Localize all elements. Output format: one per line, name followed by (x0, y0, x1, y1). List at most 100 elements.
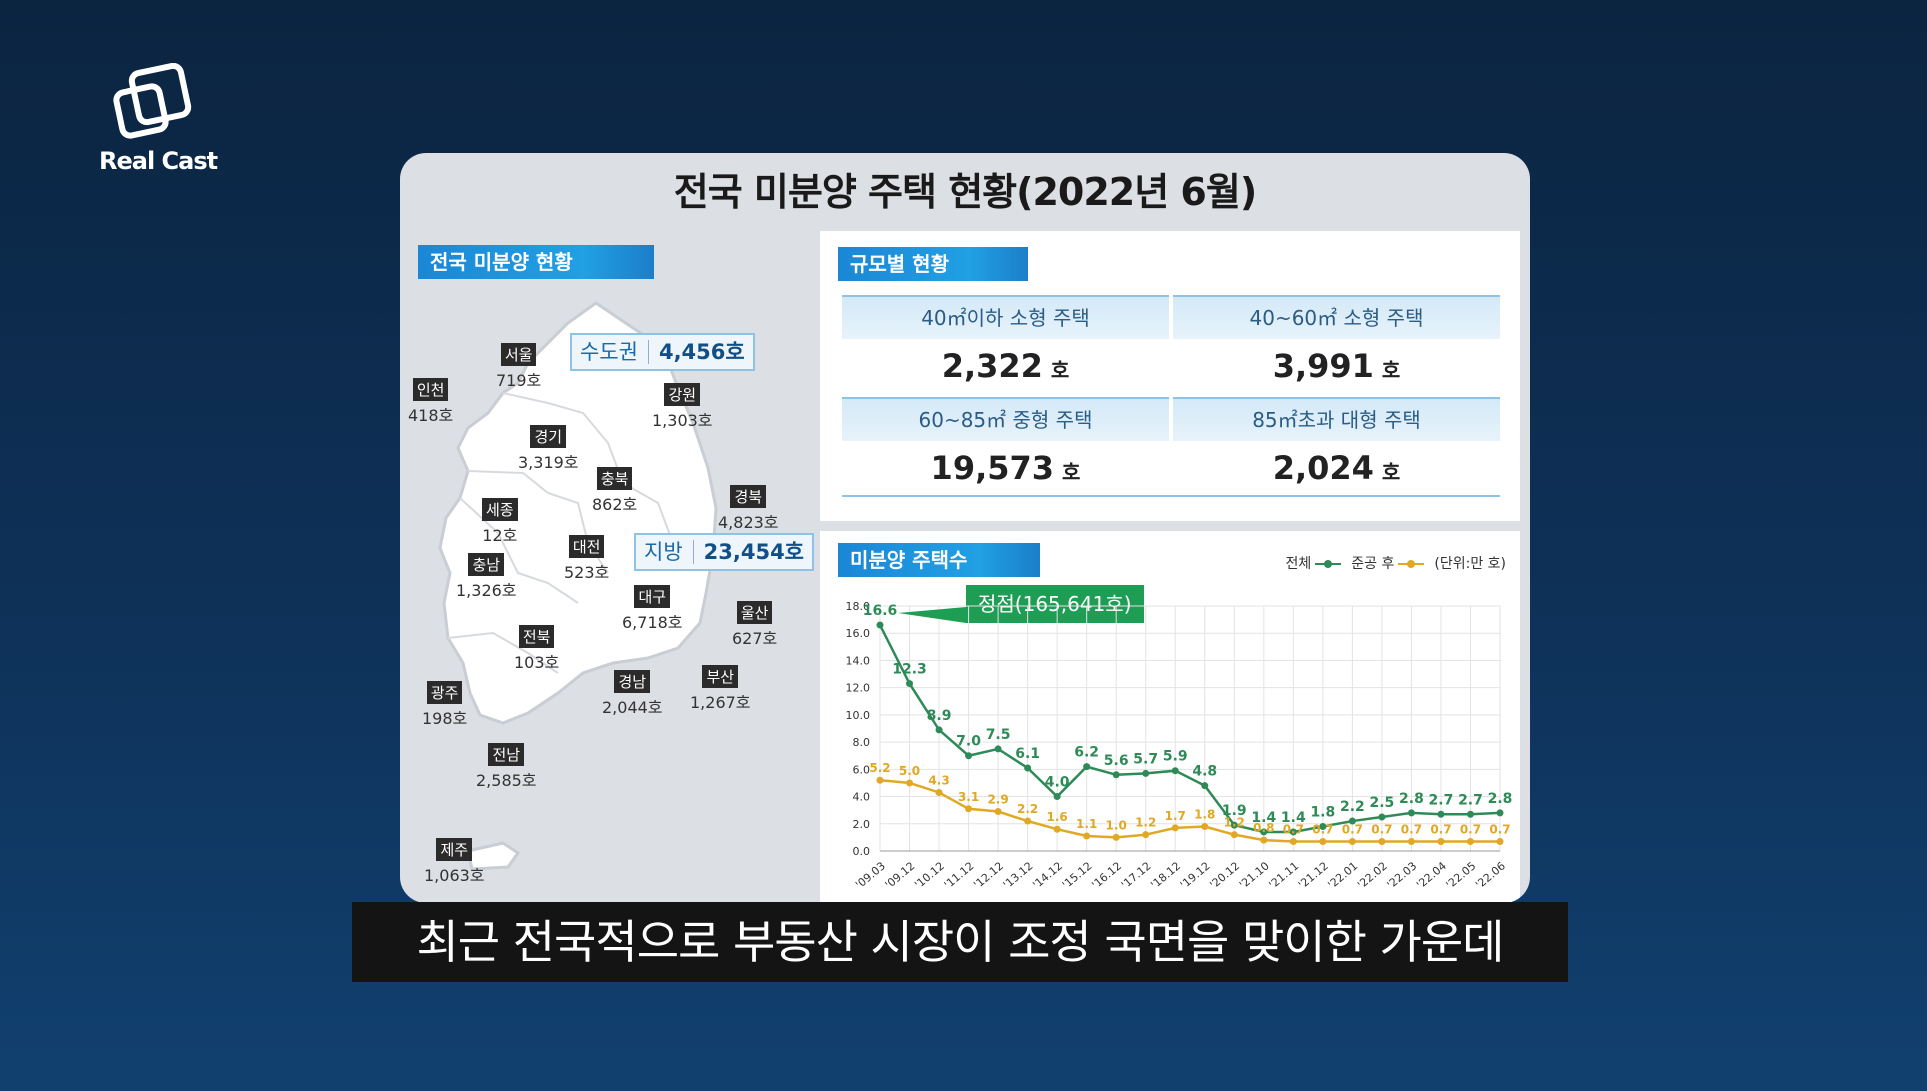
region-value: 198호 (422, 709, 468, 728)
x-tick-label: '21.12 (1296, 859, 1331, 891)
y-tick-label: 2.0 (853, 818, 871, 831)
data-label: 4.0 (1045, 775, 1070, 791)
region-name: 전남 (488, 743, 525, 766)
data-point (1083, 763, 1091, 771)
data-point (1496, 809, 1504, 817)
legend-total-label: 전체 (1285, 556, 1312, 572)
region-name: 인천 (412, 378, 449, 401)
data-point (1319, 837, 1327, 845)
region-busan: 부산 1,267호 (690, 665, 751, 713)
data-label: 1.4 (1251, 810, 1276, 826)
data-label: 1.2 (1224, 816, 1245, 830)
data-label: 2.5 (1369, 795, 1394, 811)
data-point (1407, 809, 1415, 817)
region-value: 1,303호 (652, 411, 713, 430)
data-point (1053, 825, 1061, 833)
data-point (1112, 771, 1120, 779)
local-area-label: 지방 (644, 540, 683, 564)
x-tick-label: '21.11 (1266, 859, 1301, 891)
region-gyeongbuk: 경북 4,823호 (718, 485, 779, 533)
y-tick-label: 18.0 (846, 600, 871, 613)
region-value: 862호 (592, 495, 638, 514)
housing-status-panel: 전국 미분양 주택 현황(2022년 6월) 전국 미분양 현황 수도권 4,45… (400, 153, 1530, 903)
x-tick-label: '21.10 (1237, 859, 1272, 891)
region-jeonnam: 전남 2,585호 (476, 743, 537, 791)
region-seoul: 서울 719호 (496, 343, 541, 391)
region-name: 충남 (468, 553, 505, 576)
data-label: 0.8 (1253, 821, 1274, 835)
data-label: 4.3 (928, 773, 949, 787)
x-tick-label: '17.12 (1119, 859, 1154, 891)
data-label: 5.2 (869, 761, 890, 775)
legend-completed-swatch (1398, 559, 1425, 569)
region-value: 12호 (482, 526, 518, 545)
data-point (935, 726, 943, 734)
data-point (1083, 832, 1091, 840)
data-point (994, 745, 1002, 753)
size-cell-large: 85㎡초과 대형 주택 2,024 호 (1173, 397, 1500, 493)
legend-unit: (단위:만 호) (1434, 556, 1506, 572)
data-label: 6.2 (1074, 745, 1099, 761)
x-tick-label: '22.03 (1385, 859, 1420, 891)
region-sejong: 세종 12호 (482, 498, 518, 546)
size-cell-small-40-60: 40~60㎡ 소형 주택 3,991 호 (1173, 295, 1500, 391)
data-point (1319, 823, 1327, 830)
peak-pointer (898, 607, 966, 623)
size-cell-label: 85㎡초과 대형 주택 (1173, 397, 1500, 441)
region-value: 103호 (514, 653, 560, 672)
region-gangwon: 강원 1,303호 (652, 383, 713, 431)
data-point (1260, 836, 1268, 844)
x-tick-label: '13.12 (1001, 859, 1036, 891)
data-label: 5.6 (1104, 753, 1129, 769)
size-cell-value: 3,991 호 (1173, 339, 1500, 393)
x-tick-label: '12.12 (971, 859, 1006, 891)
x-tick-label: '16.12 (1089, 859, 1124, 891)
region-gyeongnam: 경남 2,044호 (602, 670, 663, 718)
data-label: 7.0 (956, 734, 981, 750)
region-incheon: 인천 418호 (408, 378, 453, 426)
data-label: 7.5 (986, 727, 1011, 743)
chart-section-tag: 미분양 주택수 (838, 543, 1040, 577)
data-label: 2.9 (987, 793, 1008, 807)
x-tick-label: '11.12 (942, 859, 977, 891)
data-point (1024, 764, 1032, 772)
region-name: 대전 (568, 535, 605, 558)
data-label: 2.8 (1488, 791, 1513, 807)
x-tick-label: '09.03 (853, 859, 888, 891)
data-label: 1.7 (1165, 809, 1186, 823)
unsold-line-chart: 0.0 2.0 4.0 6.0 8.0 10.0 12.0 14.0 16.0 18.0 '09.0… (846, 600, 1513, 891)
data-label: 0.7 (1342, 822, 1363, 836)
data-label: 1.9 (1222, 803, 1247, 819)
data-point (1348, 837, 1356, 845)
size-cell-number: 19,573 (930, 449, 1055, 487)
x-tick-label: '22.04 (1414, 859, 1449, 891)
y-tick-label: 4.0 (853, 791, 871, 804)
data-point (1142, 831, 1150, 839)
region-value: 6,718호 (622, 613, 683, 632)
region-name: 강원 (664, 383, 701, 406)
data-label: 1.8 (1310, 805, 1335, 821)
size-cell-number: 3,991 (1272, 347, 1374, 385)
data-label: 2.2 (1340, 799, 1365, 815)
unsold-chart-card: 미분양 주택수 전체 준공 후 (단위:만 호) 정점(165,641호) 0.0 2… (820, 531, 1520, 903)
data-point (1496, 837, 1504, 845)
korea-map (408, 253, 808, 903)
data-label: 8.9 (927, 708, 952, 724)
region-gyeonggi: 경기 3,319호 (518, 425, 579, 473)
data-label: 1.4 (1281, 810, 1306, 826)
size-cell-value: 2,024 호 (1173, 441, 1500, 495)
region-value: 4,823호 (718, 513, 779, 532)
data-label: 1.0 (1106, 818, 1127, 832)
data-label: 0.7 (1401, 822, 1422, 836)
region-name: 서울 (500, 343, 537, 366)
data-label: 0.7 (1283, 822, 1304, 836)
y-tick-label: 14.0 (846, 654, 871, 667)
data-point (1378, 837, 1386, 845)
korea-map-shape (438, 301, 718, 871)
region-name: 부산 (702, 665, 739, 688)
data-label: 16.6 (863, 603, 898, 619)
data-point (1437, 810, 1445, 818)
size-cell-unit: 호 (1381, 358, 1401, 382)
region-name: 울산 (736, 601, 773, 624)
region-ulsan: 울산 627호 (732, 601, 777, 649)
